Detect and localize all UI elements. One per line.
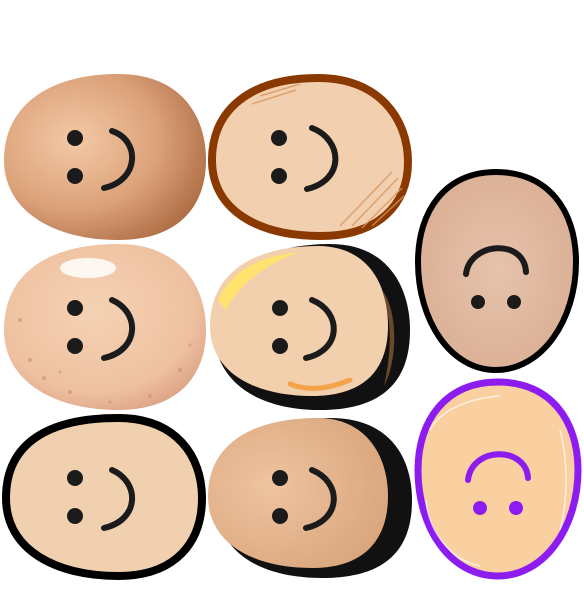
eye-icon bbox=[67, 130, 83, 146]
egg-body bbox=[4, 244, 206, 410]
eye-icon bbox=[271, 130, 287, 146]
eye-icon bbox=[67, 300, 83, 316]
eye-icon bbox=[473, 501, 487, 515]
eye-icon bbox=[67, 168, 83, 184]
egg-body bbox=[208, 418, 388, 568]
speckles bbox=[18, 318, 192, 404]
eye-icon bbox=[471, 295, 485, 309]
eye-icon bbox=[271, 168, 287, 184]
eye-icon bbox=[272, 470, 288, 486]
eye-icon bbox=[67, 470, 83, 486]
egg-sticker-2 bbox=[207, 73, 413, 241]
egg-body bbox=[414, 378, 582, 580]
egg-sticker-5 bbox=[210, 244, 410, 410]
egg-body bbox=[210, 246, 388, 396]
eye-icon bbox=[272, 508, 288, 524]
hatching bbox=[251, 83, 405, 229]
glow bbox=[287, 377, 353, 391]
egg-body bbox=[1, 413, 207, 581]
egg-sticker-1 bbox=[4, 74, 206, 240]
eye-icon bbox=[67, 338, 83, 354]
egg-body bbox=[414, 168, 580, 374]
mouth-icon bbox=[304, 125, 339, 192]
eye-icon bbox=[67, 508, 83, 524]
eye-icon bbox=[507, 295, 521, 309]
mouth-icon bbox=[303, 297, 337, 361]
mouth-icon bbox=[101, 467, 136, 531]
egg-body bbox=[4, 74, 206, 240]
eye-icon bbox=[509, 501, 523, 515]
mouth-icon bbox=[303, 467, 337, 531]
mouth-icon bbox=[465, 451, 531, 483]
mouth-icon bbox=[463, 245, 529, 277]
rim-shade bbox=[382, 290, 395, 386]
mouth-icon bbox=[101, 128, 136, 191]
egg-sticker-7 bbox=[208, 418, 412, 578]
shine bbox=[218, 252, 300, 310]
egg-sticker-3 bbox=[414, 168, 580, 374]
egg-body bbox=[207, 73, 413, 241]
egg-sticker-8 bbox=[414, 378, 582, 580]
eye-icon bbox=[272, 300, 288, 316]
eye-icon bbox=[272, 338, 288, 354]
sketch-strokes bbox=[425, 395, 567, 567]
mouth-icon bbox=[101, 297, 136, 361]
egg-sticker-4 bbox=[4, 244, 206, 410]
egg-sticker-6 bbox=[1, 413, 207, 581]
highlight bbox=[60, 258, 116, 278]
